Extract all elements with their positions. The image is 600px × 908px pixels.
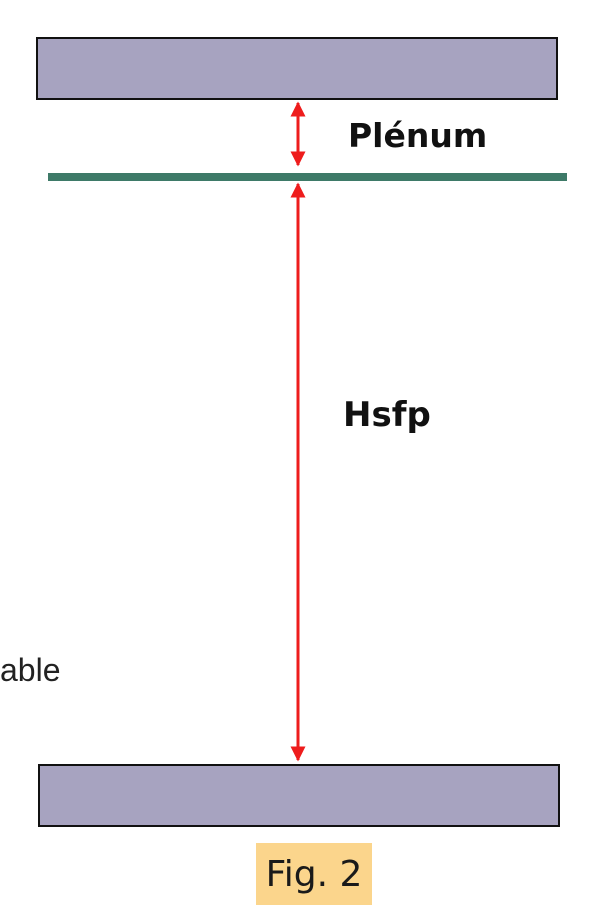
lower-slab: [38, 764, 560, 827]
false-ceiling-line: [48, 173, 567, 181]
hsfp-label: Hsfp: [343, 395, 431, 435]
cropped-side-label: able: [0, 652, 61, 688]
plenum-label: Plénum: [348, 116, 488, 155]
upper-slab: [36, 37, 558, 100]
figure-caption: Fig. 2: [256, 843, 372, 905]
